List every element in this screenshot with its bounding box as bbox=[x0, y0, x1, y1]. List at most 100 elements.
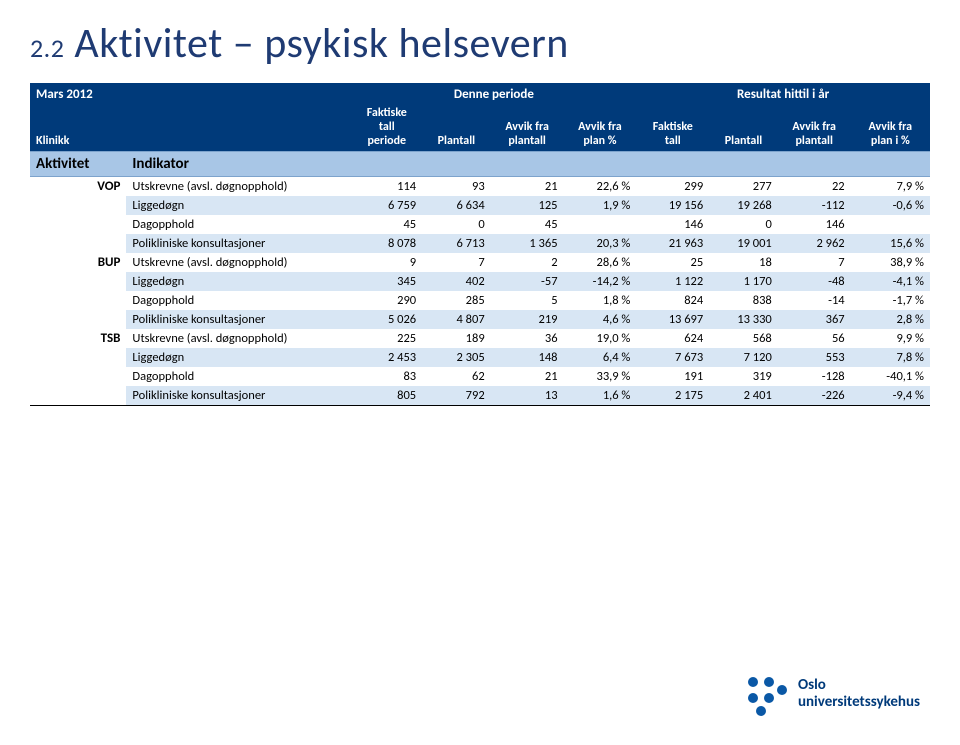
value-cell: 219 bbox=[491, 310, 564, 329]
value-cell: 7 673 bbox=[636, 348, 709, 367]
value-cell: -48 bbox=[778, 272, 851, 291]
hdr-group-denne: Denne periode bbox=[351, 84, 636, 106]
value-cell: 2 453 bbox=[351, 348, 422, 367]
value-cell: 6 713 bbox=[422, 234, 491, 253]
catrow-indikator: Indikator bbox=[126, 152, 351, 177]
value-cell: 21 bbox=[491, 177, 564, 197]
value-cell: 299 bbox=[636, 177, 709, 197]
hdr-c6: Plantall bbox=[709, 105, 778, 152]
table-row: VOPUtskrevne (avsl. døgnopphold)11493212… bbox=[30, 177, 930, 197]
page-title: 2.2 Aktivitet – psykisk helsevern bbox=[30, 18, 930, 69]
value-cell bbox=[564, 215, 637, 234]
hdr-klinikk: Klinikk bbox=[30, 105, 126, 152]
title-text: Aktivitet – psykisk helsevern bbox=[74, 18, 568, 69]
value-cell: 1,8 % bbox=[564, 291, 637, 310]
table-row: Dagopphold450451460146 bbox=[30, 215, 930, 234]
value-cell: 45 bbox=[491, 215, 564, 234]
table-row: Liggedøgn6 7596 6341251,9 %19 15619 268-… bbox=[30, 196, 930, 215]
value-cell: 6,4 % bbox=[564, 348, 637, 367]
group-cell: VOP bbox=[30, 177, 126, 197]
group-cell bbox=[30, 272, 126, 291]
group-cell: BUP bbox=[30, 253, 126, 272]
value-cell: 624 bbox=[636, 329, 709, 348]
value-cell: 62 bbox=[422, 367, 491, 386]
value-cell: 402 bbox=[422, 272, 491, 291]
hdr-c1: Faktisketallperiode bbox=[351, 105, 422, 152]
value-cell: 2 962 bbox=[778, 234, 851, 253]
indicator-cell: Dagopphold bbox=[126, 367, 351, 386]
value-cell: 2 401 bbox=[709, 386, 778, 406]
logo-text: Oslo universitetssykehus bbox=[798, 677, 920, 712]
value-cell: 21 963 bbox=[636, 234, 709, 253]
table-row: TSBUtskrevne (avsl. døgnopphold)22518936… bbox=[30, 329, 930, 348]
value-cell: 553 bbox=[778, 348, 851, 367]
indicator-cell: Liggedøgn bbox=[126, 272, 351, 291]
value-cell: 19 156 bbox=[636, 196, 709, 215]
value-cell: -112 bbox=[778, 196, 851, 215]
value-cell: 838 bbox=[709, 291, 778, 310]
value-cell: 319 bbox=[709, 367, 778, 386]
group-cell: TSB bbox=[30, 329, 126, 348]
indicator-cell: Utskrevne (avsl. døgnopphold) bbox=[126, 329, 351, 348]
value-cell: 9 bbox=[351, 253, 422, 272]
indicator-cell: Polikliniske konsultasjoner bbox=[126, 234, 351, 253]
value-cell: 25 bbox=[636, 253, 709, 272]
value-cell: 1,6 % bbox=[564, 386, 637, 406]
value-cell: 19 268 bbox=[709, 196, 778, 215]
logo-line2: universitetssykehus bbox=[798, 694, 920, 711]
value-cell: 13 bbox=[491, 386, 564, 406]
hdr-c5: Faktisketall bbox=[636, 105, 709, 152]
value-cell bbox=[851, 215, 930, 234]
value-cell: 6 634 bbox=[422, 196, 491, 215]
indicator-cell: Liggedøgn bbox=[126, 196, 351, 215]
hdr-c2: Plantall bbox=[422, 105, 491, 152]
value-cell: 22 bbox=[778, 177, 851, 197]
indicator-cell: Utskrevne (avsl. døgnopphold) bbox=[126, 177, 351, 197]
value-cell: 4,6 % bbox=[564, 310, 637, 329]
value-cell: 6 759 bbox=[351, 196, 422, 215]
value-cell: 8 078 bbox=[351, 234, 422, 253]
value-cell: -226 bbox=[778, 386, 851, 406]
hospital-logo: Oslo universitetssykehus bbox=[742, 671, 920, 717]
value-cell: 1 170 bbox=[709, 272, 778, 291]
value-cell: 189 bbox=[422, 329, 491, 348]
value-cell: 114 bbox=[351, 177, 422, 197]
value-cell: 5 bbox=[491, 291, 564, 310]
value-cell: 45 bbox=[351, 215, 422, 234]
value-cell: 15,6 % bbox=[851, 234, 930, 253]
value-cell: 13 330 bbox=[709, 310, 778, 329]
value-cell: 4 807 bbox=[422, 310, 491, 329]
group-cell bbox=[30, 196, 126, 215]
value-cell: 19,0 % bbox=[564, 329, 637, 348]
value-cell: 13 697 bbox=[636, 310, 709, 329]
value-cell: 36 bbox=[491, 329, 564, 348]
indicator-cell: Dagopphold bbox=[126, 291, 351, 310]
table-row: Liggedøgn345402-57-14,2 %1 1221 170-48-4… bbox=[30, 272, 930, 291]
value-cell: 1,9 % bbox=[564, 196, 637, 215]
group-cell bbox=[30, 386, 126, 406]
hdr-blank bbox=[126, 84, 351, 106]
value-cell: 21 bbox=[491, 367, 564, 386]
value-cell: 7 120 bbox=[709, 348, 778, 367]
hdr-period: Mars 2012 bbox=[30, 84, 126, 106]
table-row: Dagopphold83622133,9 %191319-128-40,1 % bbox=[30, 367, 930, 386]
value-cell: 83 bbox=[351, 367, 422, 386]
value-cell: -14,2 % bbox=[564, 272, 637, 291]
group-cell bbox=[30, 367, 126, 386]
indicator-cell: Polikliniske konsultasjoner bbox=[126, 386, 351, 406]
value-cell: -4,1 % bbox=[851, 272, 930, 291]
value-cell: -57 bbox=[491, 272, 564, 291]
hdr-c3: Avvik fraplantall bbox=[491, 105, 564, 152]
value-cell: 28,6 % bbox=[564, 253, 637, 272]
catrow-aktivitet: Aktivitet bbox=[30, 152, 126, 177]
value-cell: 345 bbox=[351, 272, 422, 291]
value-cell: 191 bbox=[636, 367, 709, 386]
group-cell bbox=[30, 215, 126, 234]
value-cell: 2 175 bbox=[636, 386, 709, 406]
value-cell: 824 bbox=[636, 291, 709, 310]
table-row: Polikliniske konsultasjoner805792131,6 %… bbox=[30, 386, 930, 406]
value-cell: 19 001 bbox=[709, 234, 778, 253]
value-cell: 0 bbox=[422, 215, 491, 234]
value-cell: -0,6 % bbox=[851, 196, 930, 215]
logo-mark-icon bbox=[742, 671, 788, 717]
